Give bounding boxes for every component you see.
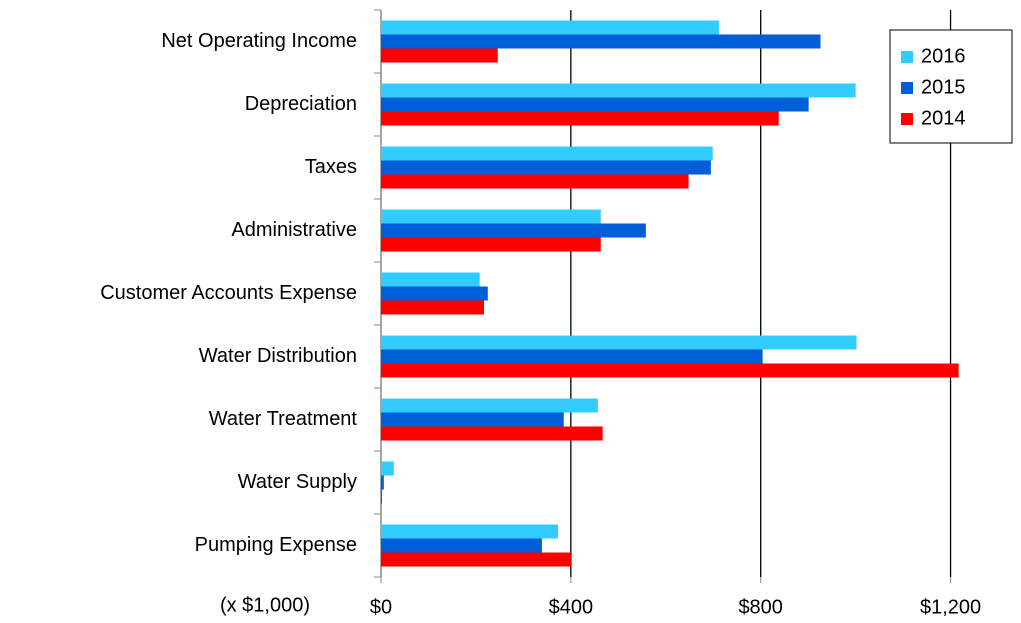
bar [381, 412, 564, 427]
bar [381, 174, 689, 189]
bar [381, 538, 542, 553]
legend-label: 2016 [921, 45, 966, 67]
legend-swatch [901, 82, 913, 94]
bar [381, 20, 719, 35]
bar [381, 111, 779, 126]
bar [381, 335, 857, 350]
legend-swatch [901, 51, 913, 63]
bar [381, 552, 571, 567]
y-tick-label: Net Operating Income [161, 30, 357, 52]
y-tick-label: Administrative [231, 219, 357, 241]
x-tick-label: $800 [738, 596, 783, 618]
bar [381, 223, 646, 238]
bar [381, 34, 821, 49]
bar [381, 475, 384, 490]
x-tick-label: $400 [549, 596, 594, 618]
bar [381, 349, 763, 364]
y-tick-label: Customer Accounts Expense [100, 282, 357, 304]
bar [381, 209, 601, 224]
bar [381, 286, 488, 301]
bar [381, 83, 856, 98]
x-tick-label: $1,200 [920, 596, 981, 618]
bar [381, 237, 601, 252]
bar [381, 272, 480, 287]
legend-label: 2015 [921, 76, 966, 98]
bar [381, 97, 809, 112]
y-tick-label: Water Supply [238, 471, 357, 493]
legend-label: 2014 [921, 107, 966, 129]
bar [381, 363, 959, 378]
bar [381, 426, 603, 441]
y-tick-label: Water Treatment [209, 408, 358, 430]
x-tick-label: $0 [370, 596, 392, 618]
bar [381, 48, 498, 63]
y-tick-label: Taxes [305, 156, 357, 178]
axis-unit-note: (x $1,000) [220, 594, 310, 616]
y-tick-label: Pumping Expense [195, 534, 357, 556]
bar [381, 398, 598, 413]
bar [381, 489, 382, 504]
bar [381, 300, 484, 315]
y-tick-label: Water Distribution [199, 345, 357, 367]
bar [381, 146, 713, 161]
bar [381, 524, 559, 539]
bar [381, 461, 394, 476]
legend-swatch [901, 113, 913, 125]
y-tick-label: Depreciation [245, 93, 357, 115]
bar [381, 160, 711, 175]
